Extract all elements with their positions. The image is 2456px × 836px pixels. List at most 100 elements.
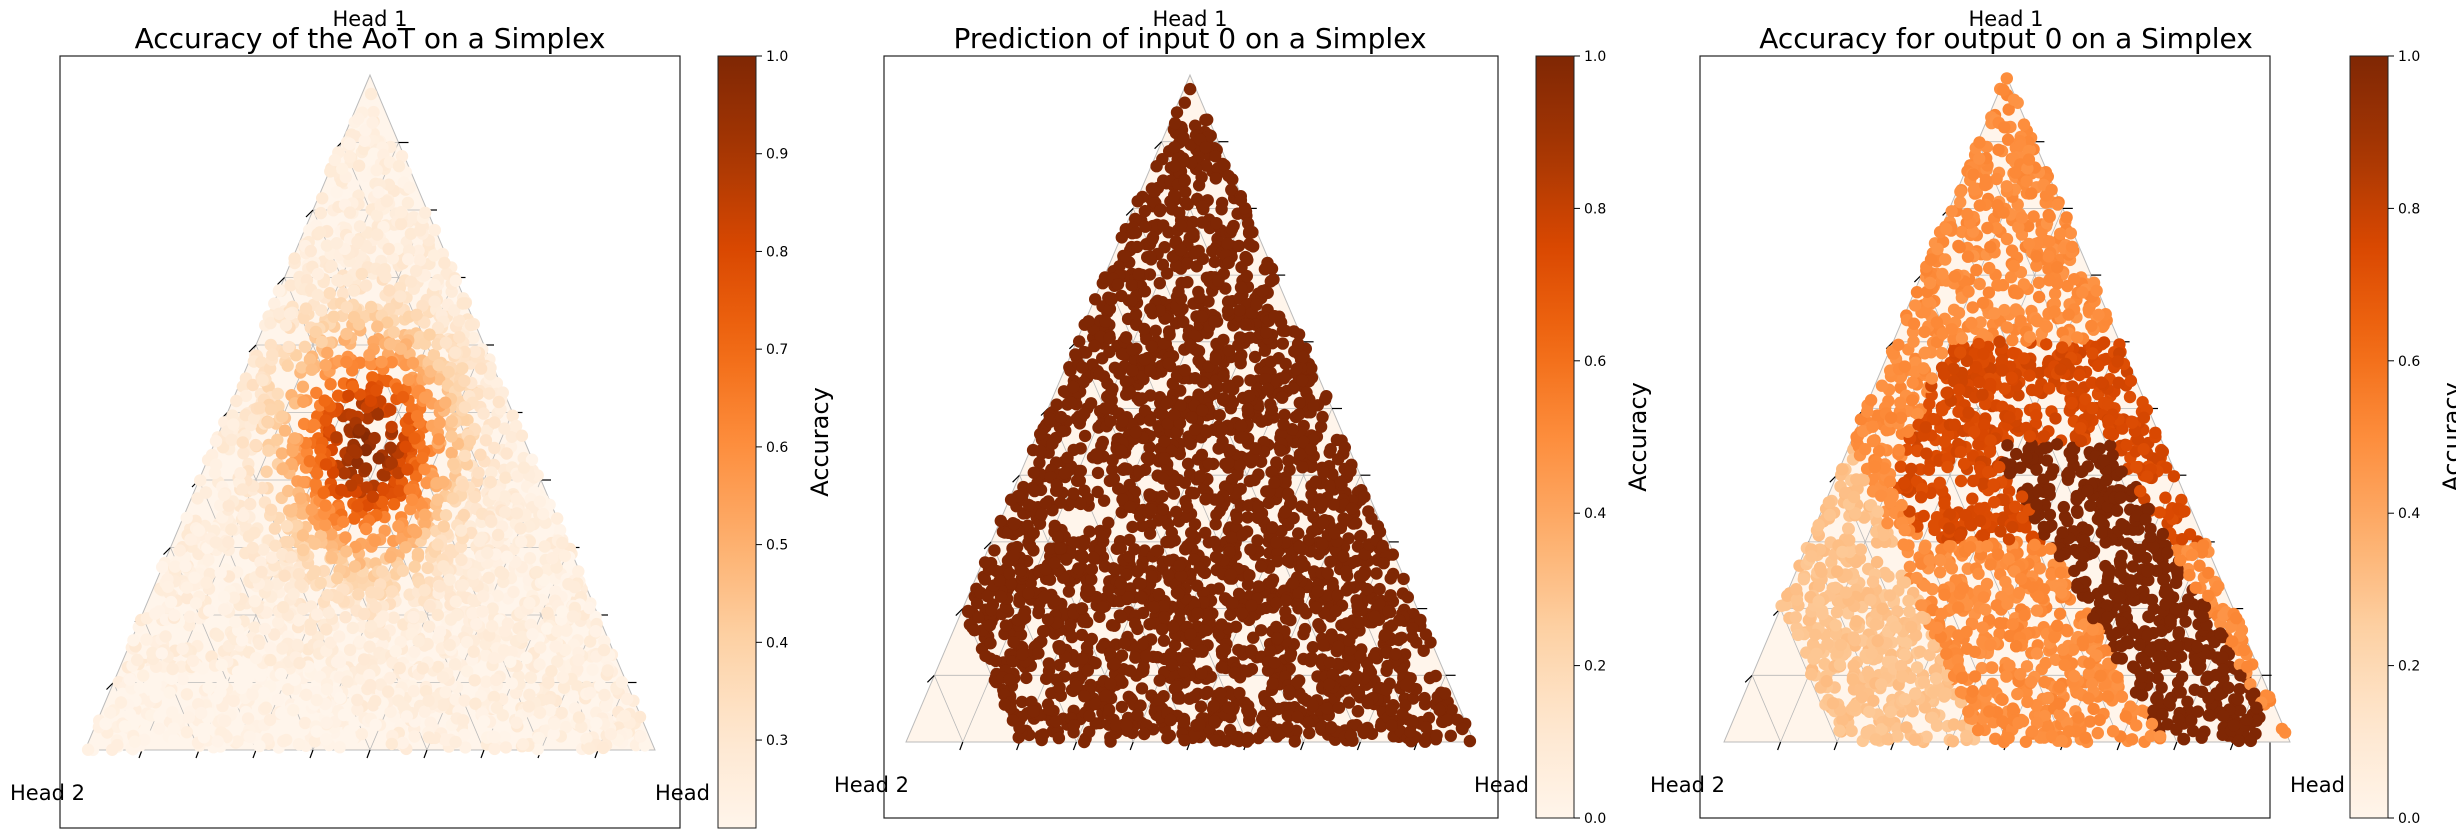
data-point <box>297 395 310 408</box>
data-point <box>308 565 322 578</box>
data-point <box>1163 328 1176 341</box>
data-point <box>496 567 510 581</box>
data-point <box>449 346 462 359</box>
data-point <box>304 244 317 258</box>
data-point <box>1243 225 1256 239</box>
data-point <box>410 308 423 321</box>
data-point <box>999 619 1013 632</box>
data-point <box>541 606 554 619</box>
data-point <box>449 274 462 287</box>
data-point <box>1324 443 1337 456</box>
data-point <box>1180 500 1194 514</box>
data-point <box>418 584 431 597</box>
data-point <box>364 678 377 692</box>
data-point <box>1362 505 1375 518</box>
data-point <box>328 153 341 167</box>
data-point <box>1158 452 1171 465</box>
data-point <box>351 500 364 513</box>
data-point <box>439 686 452 699</box>
data-point <box>583 686 597 699</box>
data-point <box>1106 454 1119 467</box>
data-point <box>259 701 273 714</box>
data-point <box>1385 719 1399 732</box>
colorbar-label: Accuracy <box>806 387 834 497</box>
data-point <box>310 467 324 480</box>
data-point <box>282 484 295 498</box>
data-point <box>1170 106 1184 119</box>
data-point <box>244 497 257 511</box>
data-point <box>342 389 355 402</box>
data-point <box>305 503 318 516</box>
data-point <box>168 609 181 622</box>
data-point <box>176 642 189 655</box>
data-point <box>1043 412 1057 425</box>
data-point <box>572 565 585 578</box>
data-point <box>131 653 144 667</box>
data-point <box>287 588 300 601</box>
data-point <box>1172 587 1185 600</box>
data-point <box>1266 521 1279 534</box>
data-point <box>1209 150 1222 163</box>
data-point <box>1178 476 1192 489</box>
data-point <box>1340 565 1353 578</box>
data-point <box>1178 734 1191 747</box>
data-point <box>1233 353 1247 366</box>
data-point <box>1256 284 1269 298</box>
data-point <box>439 509 453 522</box>
data-point <box>155 647 168 660</box>
data-point <box>491 528 505 542</box>
data-point <box>422 731 436 744</box>
data-point <box>214 686 227 699</box>
data-point <box>522 700 535 713</box>
data-point <box>520 651 533 665</box>
data-point <box>1075 628 1089 642</box>
data-point <box>437 520 450 533</box>
data-point <box>214 566 227 580</box>
edge-tick <box>106 682 114 690</box>
data-point <box>357 653 371 666</box>
data-point <box>445 430 458 443</box>
data-point <box>1384 572 1397 585</box>
data-point <box>1329 604 1343 618</box>
data-point <box>152 722 166 735</box>
data-point <box>470 617 483 631</box>
data-point <box>481 546 494 560</box>
data-point <box>349 540 362 554</box>
data-point <box>536 507 550 521</box>
data-point <box>298 340 312 353</box>
data-point <box>337 708 351 722</box>
data-point <box>396 736 409 750</box>
data-point <box>1266 677 1280 690</box>
data-point <box>972 611 985 624</box>
data-point <box>1156 503 1170 516</box>
data-point <box>474 448 487 461</box>
data-point <box>484 475 497 489</box>
data-point <box>319 499 332 512</box>
data-point <box>255 565 268 579</box>
data-point <box>319 518 332 532</box>
data-point <box>323 287 336 300</box>
data-point <box>372 452 385 465</box>
data-point <box>343 206 357 219</box>
data-point <box>1137 660 1150 674</box>
data-point <box>559 720 573 734</box>
data-point <box>364 300 378 314</box>
data-point <box>1085 563 1099 576</box>
data-point <box>455 553 468 567</box>
data-point <box>460 635 474 649</box>
data-point <box>1222 701 1235 714</box>
data-point <box>1212 582 1226 595</box>
data-point <box>1251 534 1264 547</box>
data-point <box>497 644 511 657</box>
data-point <box>343 150 356 163</box>
data-point <box>209 458 223 471</box>
data-point <box>983 619 997 632</box>
data-point <box>246 688 259 701</box>
data-point <box>248 526 261 539</box>
data-point <box>180 581 194 594</box>
data-point <box>401 463 414 476</box>
data-point <box>399 440 412 453</box>
data-point <box>1181 276 1194 289</box>
data-point <box>1286 576 1300 590</box>
data-point <box>284 279 297 292</box>
